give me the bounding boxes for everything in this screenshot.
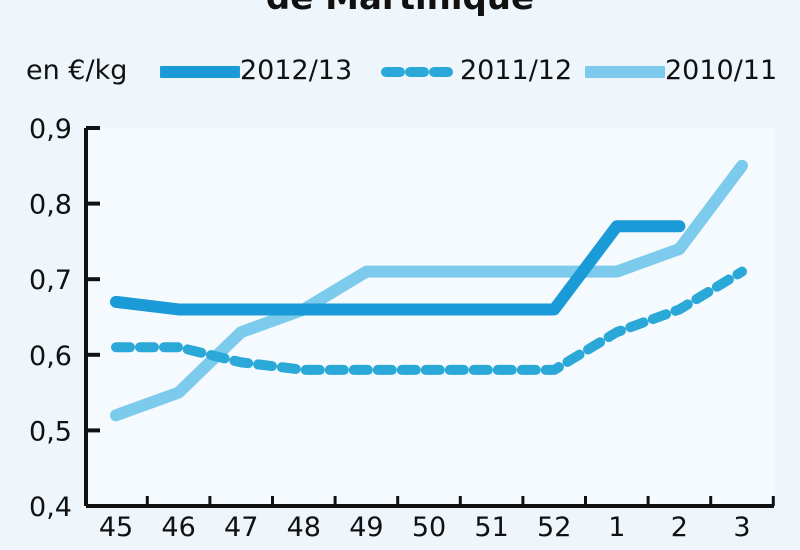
legend-label-2010-11: 2010/11 xyxy=(665,55,778,86)
x-tick-label: 49 xyxy=(349,512,383,543)
legend-swatch-2011-12 xyxy=(381,66,461,77)
plot-area xyxy=(86,128,774,506)
x-tick-label: 3 xyxy=(733,512,750,543)
x-tick-label: 45 xyxy=(99,512,133,543)
x-tick-label: 52 xyxy=(537,512,571,543)
x-tick-label: 50 xyxy=(412,512,446,543)
y-tick-label: 0,8 xyxy=(29,190,72,221)
y-axis-unit-label: en €/kg xyxy=(26,55,128,86)
legend-item-2012-13: 2012/13 xyxy=(156,55,353,87)
legend-item-2010-11: 2010/11 xyxy=(581,55,778,87)
chart-title: de Martinique xyxy=(0,0,800,18)
y-tick-label: 0,4 xyxy=(29,492,72,523)
x-tick-label: 47 xyxy=(224,512,258,543)
series-line-2011-12 xyxy=(111,266,747,375)
x-tick-label: 51 xyxy=(474,512,508,543)
legend-swatch-2010-11 xyxy=(581,65,669,78)
x-tick-label: 48 xyxy=(287,512,321,543)
legend-label-2012-13: 2012/13 xyxy=(240,55,353,86)
y-tick-label: 0,6 xyxy=(29,341,72,372)
legend-swatch-2012-13 xyxy=(156,65,244,78)
x-tick-label: 46 xyxy=(161,512,195,543)
y-tick-label: 0,7 xyxy=(29,265,72,296)
x-tick-label: 1 xyxy=(608,512,625,543)
legend-label-2011-12: 2011/12 xyxy=(460,55,573,86)
legend-item-2011-12: 2011/12 xyxy=(380,55,572,87)
y-tick-label: 0,5 xyxy=(29,416,72,447)
x-tick-label: 2 xyxy=(671,512,688,543)
y-tick-label: 0,9 xyxy=(29,114,72,145)
series-line-2012-13 xyxy=(110,220,686,316)
